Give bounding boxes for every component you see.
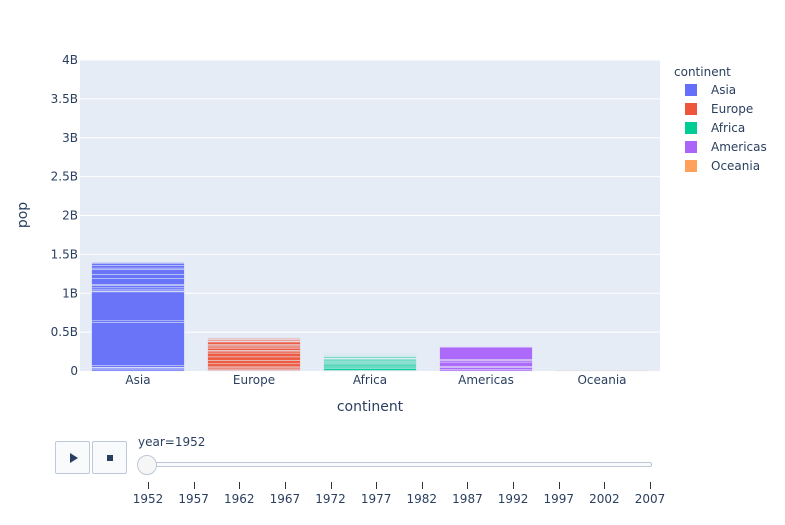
bar-segment-americas[interactable] xyxy=(439,346,533,360)
slider-step-label[interactable]: 1957 xyxy=(178,492,209,506)
bar-segment-asia[interactable] xyxy=(91,285,185,289)
y-axis-title: pop xyxy=(15,202,31,228)
y-tick-label: 1B xyxy=(62,286,78,300)
legend-swatch[interactable] xyxy=(685,84,697,96)
legend: continent Asia Europe Africa Americas Oceani… xyxy=(674,65,767,173)
slider-tick xyxy=(650,482,651,489)
y-tick-label: 0.5B xyxy=(51,325,78,339)
y-tick-label: 1.5B xyxy=(51,247,78,261)
x-tick-label: Oceania xyxy=(577,373,626,387)
slider-tick xyxy=(148,482,149,489)
bar-segment-africa[interactable] xyxy=(323,363,417,367)
y-tick-label: 3B xyxy=(62,131,78,145)
slider-tick xyxy=(239,482,241,489)
x-tick-label: Europe xyxy=(233,373,275,387)
bar-segment-europe[interactable] xyxy=(207,341,301,345)
x-tick-label: Americas xyxy=(458,373,514,387)
slider-step-label[interactable]: 1987 xyxy=(452,492,483,506)
slider-step-label[interactable]: 1992 xyxy=(497,492,529,506)
legend-item-label[interactable]: Europe xyxy=(711,102,753,116)
slider-step-label[interactable]: 1962 xyxy=(223,492,255,506)
legend-swatch[interactable] xyxy=(685,103,697,115)
bar-segment-europe[interactable] xyxy=(207,347,301,351)
bar-segment-europe[interactable] xyxy=(207,360,301,365)
x-axis-title: continent xyxy=(337,399,404,415)
slider-current-label: year=1952 xyxy=(138,435,206,449)
play-icon xyxy=(69,452,78,463)
slider-tick xyxy=(513,482,515,489)
slider-step-label[interactable]: 1982 xyxy=(406,492,438,506)
slider-tick xyxy=(193,482,195,489)
bar-segment-europe[interactable] xyxy=(207,363,301,368)
stop-icon xyxy=(106,454,113,461)
bar-segment-asia[interactable] xyxy=(91,368,185,372)
slider-step-label[interactable]: 1997 xyxy=(543,492,574,506)
slider-step-label[interactable]: 1972 xyxy=(315,492,346,506)
x-tick-label: Asia xyxy=(125,373,150,387)
x-tick-label: Africa xyxy=(353,373,387,387)
bar-segment-asia[interactable] xyxy=(91,278,185,285)
bar-segment-asia[interactable] xyxy=(91,269,185,275)
y-tick-label: 0 xyxy=(70,364,78,378)
y-tick-label: 2B xyxy=(62,209,78,223)
bar-segment-asia[interactable] xyxy=(91,365,185,368)
slider-step-label[interactable]: 2002 xyxy=(589,492,620,506)
legend-item-label[interactable]: Oceania xyxy=(711,159,760,173)
bar-segment-europe[interactable] xyxy=(207,367,301,370)
legend-item-label[interactable]: Africa xyxy=(711,121,745,135)
slider-step-label[interactable]: 2007 xyxy=(634,492,666,506)
play-button[interactable] xyxy=(55,441,90,474)
bar-segment-asia[interactable] xyxy=(91,287,185,291)
legend-swatch[interactable] xyxy=(685,122,697,134)
bar-segment-asia[interactable] xyxy=(91,263,185,266)
bar-segment-americas[interactable] xyxy=(439,367,533,370)
y-tick-label: 4B xyxy=(62,53,78,67)
slider-tick xyxy=(330,482,332,489)
slider-tick xyxy=(376,482,378,489)
bar-segment-europe[interactable] xyxy=(207,337,301,339)
slider-step-label[interactable]: 1967 xyxy=(269,492,301,506)
bar-segment-americas[interactable] xyxy=(439,361,533,367)
bars xyxy=(91,262,649,372)
bar-segment-asia[interactable] xyxy=(91,274,185,279)
bar-segment-asia[interactable] xyxy=(91,262,185,264)
slider-rail[interactable] xyxy=(146,462,652,467)
legend-title: continent xyxy=(674,65,731,79)
bar-segment-europe[interactable] xyxy=(207,352,301,358)
slider-handle[interactable] xyxy=(137,455,157,475)
slider-step-label[interactable]: 1952 xyxy=(132,492,164,506)
slider-tick xyxy=(604,482,606,489)
bar-segment-asia[interactable] xyxy=(91,265,185,269)
slider-tick xyxy=(467,482,469,489)
slider-tick xyxy=(558,482,560,489)
legend-item-label[interactable]: Americas xyxy=(711,140,767,154)
y-tick-label: 3.5B xyxy=(51,92,78,106)
slider-tick xyxy=(284,482,286,489)
y-axis: 0 0.5B 1B 1.5B 2B 2.5B 3B 3.5B 4B xyxy=(51,53,78,378)
x-axis: Asia Europe Africa Americas Oceania xyxy=(125,373,626,387)
legend-item-label[interactable]: Asia xyxy=(711,83,736,97)
slider-tick xyxy=(421,482,423,489)
slider-step-label[interactable]: 1977 xyxy=(360,492,392,506)
bar-segment-europe[interactable] xyxy=(207,350,301,354)
legend-swatch[interactable] xyxy=(685,160,697,172)
legend-swatch[interactable] xyxy=(685,141,697,153)
bar-segment-asia[interactable] xyxy=(91,322,185,366)
y-tick-label: 2.5B xyxy=(51,170,78,184)
bar-segment-asia[interactable] xyxy=(91,291,185,322)
stop-button[interactable] xyxy=(92,441,127,474)
bar-segment-europe[interactable] xyxy=(207,356,301,361)
